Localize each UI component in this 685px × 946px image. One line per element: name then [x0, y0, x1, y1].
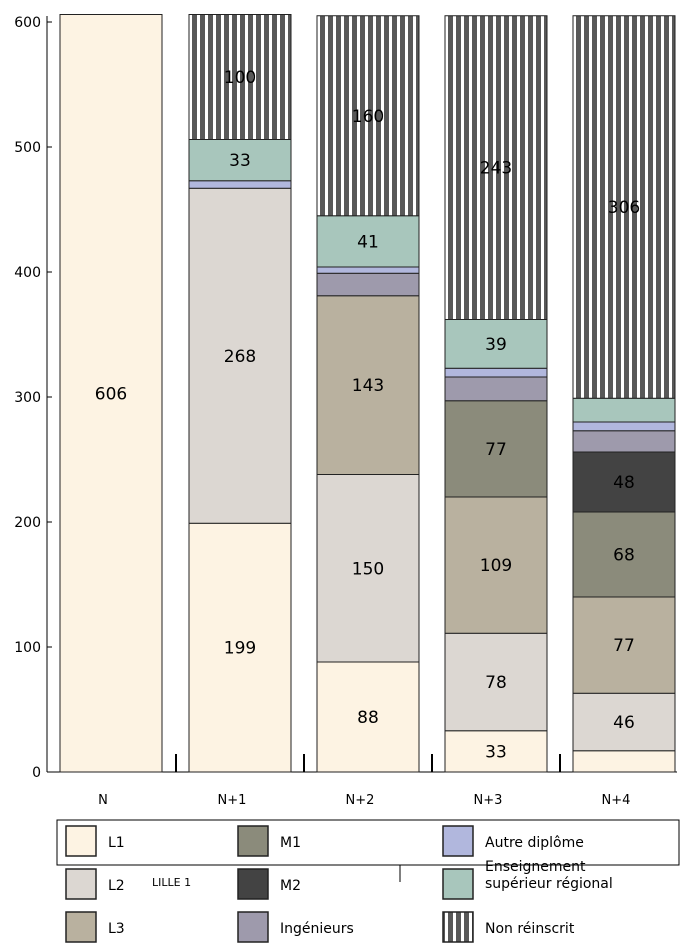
data-label-n-4-non-r-inscrit: 306 [608, 198, 640, 218]
bar-n-3-l3 [444, 496, 548, 634]
bar-n-1-l2 [188, 187, 292, 524]
x-tick-label-n: N [98, 793, 108, 808]
legend-label-l3: L3 [108, 921, 125, 937]
bar-n-4-non-r-inscrit [572, 15, 676, 399]
bar-n-4-l2 [572, 692, 676, 752]
y-tick-label-100: 100 [14, 640, 41, 656]
legend-swatch-m1 [237, 825, 269, 857]
data-label-n-3-enseignement-sup-rieur-r-gional: 39 [485, 335, 507, 355]
data-label-n-3-l3: 109 [480, 556, 512, 576]
bar-n-4-autre-dipl-me [572, 421, 676, 432]
data-label-n-3-non-r-inscrit: 243 [480, 159, 512, 179]
y-tick-label-200: 200 [14, 515, 41, 531]
footnote: LILLE 1 [152, 876, 191, 889]
bar-n-3-autre-dipl-me [444, 367, 548, 378]
legend-swatch-enseignement-sup-rieur-r-gional [442, 868, 474, 900]
legend-label-ing-nieurs: Ingénieurs [280, 921, 354, 937]
axes: 0 100 200 300 400 500 600 [14, 15, 677, 781]
bar-n-3-non-r-inscrit [444, 15, 548, 320]
legend-label-l1: L1 [108, 835, 125, 851]
bar-n-2-ing-nieurs [316, 272, 420, 297]
data-label-n-2-enseignement-sup-rieur-r-gional: 41 [357, 232, 379, 252]
bar-n-1-l1 [188, 522, 292, 773]
data-label-n-2-l3: 143 [352, 376, 384, 396]
legend-swatch-l1 [65, 825, 97, 857]
legend-label-non-r-inscrit: Non réinscrit [485, 921, 575, 937]
bar-n-1-non-r-inscrit [188, 14, 292, 140]
legend-frame [56, 819, 680, 866]
x-axis-labels: N N+1 N+2 N+3 N+4 [98, 793, 630, 808]
data-label-n-2-l1: 88 [357, 708, 379, 728]
legend-label-l2: L2 [108, 878, 125, 894]
legend-swatch-ing-nieurs [237, 911, 269, 943]
bar-n-3-l2 [444, 632, 548, 732]
x-tick-label-n-1: N+1 [218, 793, 247, 808]
bar-n-2-l2 [316, 474, 420, 663]
bar-n-4-enseignement-sup-rieur-r-gional [572, 397, 676, 423]
data-label-n-4-l2: 46 [613, 713, 635, 733]
y-tick-label-500: 500 [14, 140, 41, 156]
data-label-n-1-l2: 268 [224, 347, 256, 367]
y-tick-label-600: 600 [14, 15, 41, 31]
bar-n-1-enseignement-sup-rieur-r-gional [188, 139, 292, 182]
data-label-n-4-l3: 77 [613, 636, 635, 656]
legend-label-enseignement-sup-rieur-r-gional-line-1: Enseignement [485, 859, 586, 875]
y-tick-label-400: 400 [14, 265, 41, 281]
bar-n-l1 [59, 14, 163, 773]
bar-n-2-l3 [316, 295, 420, 475]
x-tick-label-n-4: N+4 [602, 793, 631, 808]
legend-frame-inner [399, 864, 679, 882]
x-tick-label-n-2: N+2 [346, 793, 375, 808]
data-label-n-1-enseignement-sup-rieur-r-gional: 33 [229, 151, 251, 171]
data-label-n-1-non-r-inscrit: 100 [224, 68, 256, 88]
legend-label-enseignement-sup-rieur-r-gional-line-2: supérieur régional [485, 876, 613, 892]
data-labels: 606 199 268 33 100 88 150 143 41 160 33 78 109 77 39 24… [95, 68, 640, 762]
y-tick-label-0: 0 [32, 765, 41, 781]
data-label-n-l1: 606 [95, 384, 127, 404]
legend-label-m1: M1 [280, 835, 301, 851]
legend: L1 M1 Autre diplôme L2 M2 Enseignementsupérie… [56, 819, 680, 943]
data-label-n-3-l1: 33 [485, 742, 507, 762]
legend-swatch-l2 [65, 868, 97, 900]
bar-n-3-ing-nieurs [444, 376, 548, 402]
bar-n-2-non-r-inscrit [316, 15, 420, 217]
data-label-n-4-m1: 68 [613, 546, 635, 566]
legend-swatch-non-r-inscrit [442, 911, 474, 943]
data-label-n-1-l1: 199 [224, 639, 256, 659]
bar-n-4-l3 [572, 596, 676, 694]
bars [59, 14, 676, 773]
data-label-n-2-non-r-inscrit: 160 [352, 107, 384, 127]
legend-swatch-m2 [237, 868, 269, 900]
data-label-n-2-l2: 150 [352, 559, 384, 579]
legend-label-m2: M2 [280, 878, 301, 894]
bar-n-3-enseignement-sup-rieur-r-gional [444, 319, 548, 369]
legend-swatch-autre-dipl-me [442, 825, 474, 857]
bar-n-1-autre-dipl-me [188, 180, 292, 189]
y-tick-label-300: 300 [14, 390, 41, 406]
data-label-n-3-m1: 77 [485, 440, 507, 460]
bar-n-4-l1 [572, 750, 676, 773]
bar-n-3-m1 [444, 400, 548, 498]
legend-label-autre-dipl-me: Autre diplôme [485, 835, 584, 851]
x-tick-label-n-3: N+3 [474, 793, 503, 808]
bar-n-4-ing-nieurs [572, 430, 676, 453]
data-label-n-4-m2: 48 [613, 473, 635, 493]
data-label-n-3-l2: 78 [485, 673, 507, 693]
bar-n-2-autre-dipl-me [316, 266, 420, 274]
legend-swatch-l3 [65, 911, 97, 943]
